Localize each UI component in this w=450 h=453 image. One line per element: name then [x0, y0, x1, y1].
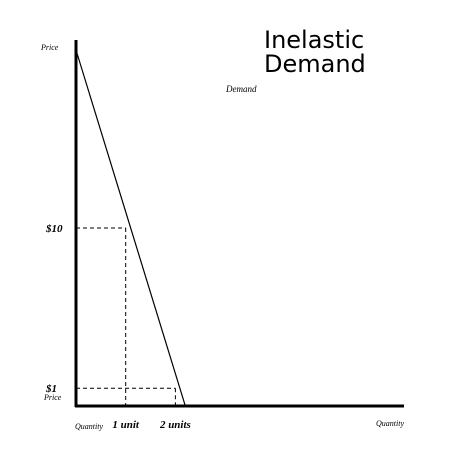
y-tick-label-2: $1	[45, 383, 57, 395]
y-axis-label-top: Price	[40, 43, 59, 52]
series-label-demand: Demand	[225, 84, 257, 94]
x-tick-label-1: 1 unit	[112, 419, 140, 431]
y-axis-label-bottom: Price	[43, 393, 62, 402]
x-tick-label-2: 2 units	[159, 419, 191, 431]
chart-title-line-1: Inelastic	[264, 26, 364, 54]
chart-title-line-2: Demand	[264, 50, 366, 78]
x-axis-label-left: Quantity	[75, 422, 103, 431]
series-line-1	[75, 49, 186, 407]
x-axis-label-right: Quantity	[376, 419, 404, 428]
y-tick-label-1: $10	[45, 223, 63, 235]
chart-marks: $10 $1 1 unit 2 units	[45, 49, 191, 431]
